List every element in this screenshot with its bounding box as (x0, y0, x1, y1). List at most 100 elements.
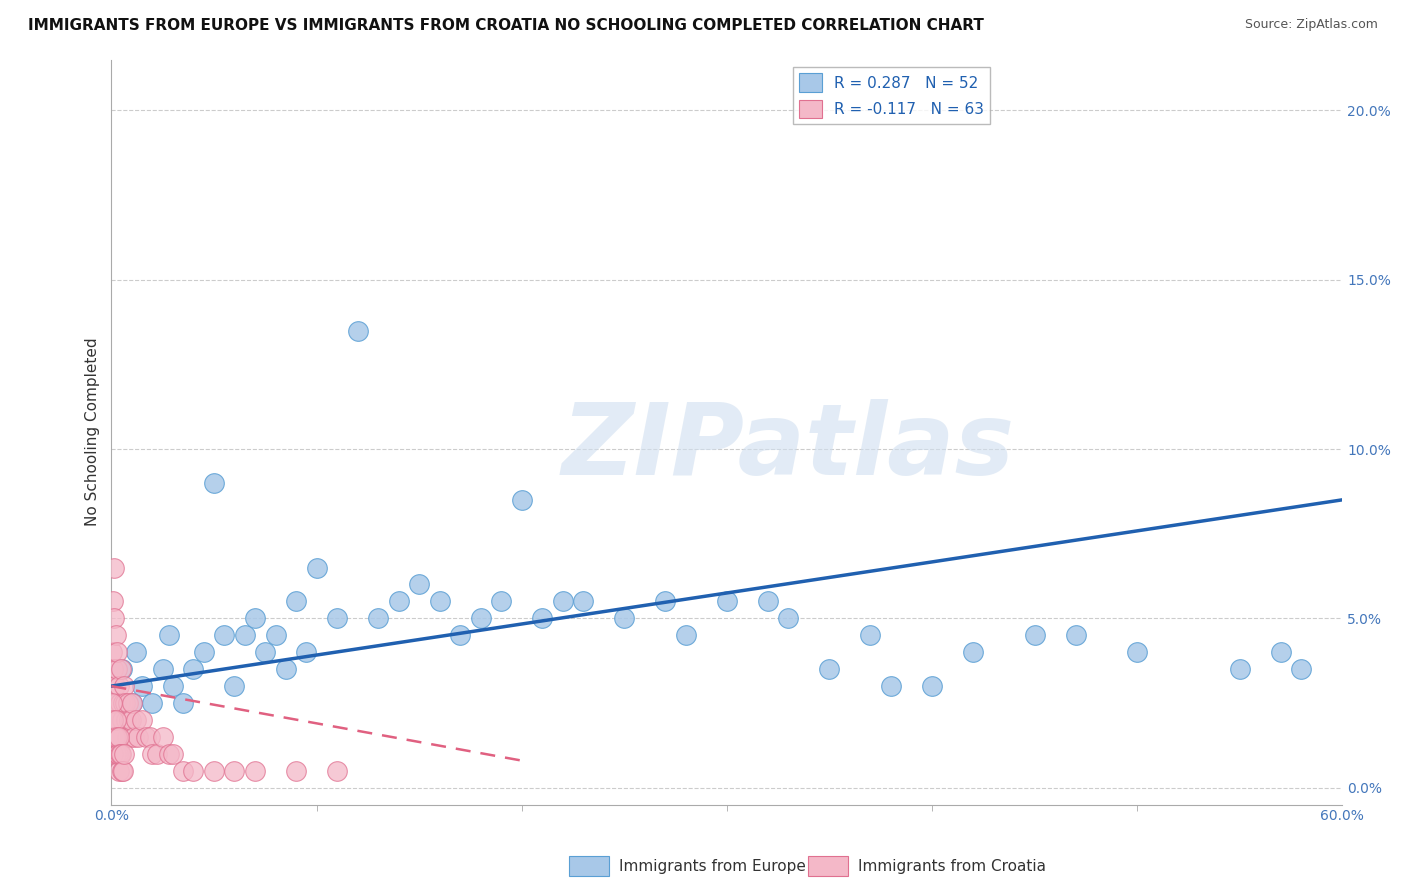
Point (212, 628, 235, 642)
Point (551, 594, 574, 608)
Point (131, 713, 153, 727)
Point (1126, 645, 1149, 659)
Point (470, 611, 492, 625)
Point (108, 747, 131, 761)
Point (118, 730, 141, 744)
Point (103, 560, 125, 574)
Point (103, 730, 125, 744)
Point (274, 662, 297, 676)
Point (1270, 645, 1292, 659)
Point (112, 764, 135, 778)
Point (654, 594, 676, 608)
Point (152, 662, 174, 676)
Point (111, 713, 134, 727)
Point (224, 764, 246, 778)
Point (103, 730, 125, 744)
Point (305, 560, 328, 574)
Point (103, 662, 125, 676)
Point (111, 764, 134, 778)
Point (367, 611, 389, 625)
Point (104, 730, 127, 744)
Point (117, 696, 139, 710)
Point (103, 611, 125, 625)
Point (224, 679, 246, 693)
Y-axis label: No Schooling Completed: No Schooling Completed (86, 338, 100, 526)
Point (449, 628, 471, 642)
Point (115, 730, 138, 744)
Point (489, 594, 512, 608)
Point (125, 645, 148, 659)
Point (1064, 628, 1087, 642)
Point (388, 594, 411, 608)
Point (818, 662, 841, 676)
Point (572, 594, 595, 608)
Text: Immigrants from Europe: Immigrants from Europe (619, 859, 806, 874)
Point (202, 475, 225, 490)
Point (880, 679, 903, 693)
Point (1229, 662, 1251, 676)
Point (243, 764, 266, 778)
Point (104, 713, 127, 727)
Point (1289, 662, 1312, 676)
Point (104, 696, 127, 710)
Point (118, 713, 141, 727)
Point (285, 764, 308, 778)
Point (131, 679, 153, 693)
Point (105, 730, 128, 744)
Point (162, 679, 184, 693)
Point (962, 645, 984, 659)
Point (162, 747, 184, 761)
Point (254, 645, 277, 659)
Point (105, 730, 128, 744)
Point (107, 764, 129, 778)
Text: Immigrants from Croatia: Immigrants from Croatia (858, 859, 1046, 874)
Point (125, 713, 148, 727)
Text: Source: ZipAtlas.com: Source: ZipAtlas.com (1244, 18, 1378, 31)
Point (346, 324, 368, 338)
Point (105, 662, 128, 676)
Point (408, 577, 430, 591)
Point (110, 662, 132, 676)
Point (101, 594, 124, 608)
Point (510, 492, 533, 507)
Point (104, 747, 127, 761)
Point (326, 611, 349, 625)
Point (108, 696, 131, 710)
Point (107, 679, 129, 693)
Text: IMMIGRANTS FROM EUROPE VS IMMIGRANTS FROM CROATIA NO SCHOOLING COMPLETED CORRELA: IMMIGRANTS FROM EUROPE VS IMMIGRANTS FRO… (28, 18, 984, 33)
Point (295, 645, 318, 659)
Point (157, 628, 180, 642)
Point (716, 594, 738, 608)
Point (921, 679, 943, 693)
Point (114, 713, 136, 727)
Point (111, 662, 134, 676)
Point (202, 764, 225, 778)
Point (122, 730, 145, 744)
Point (243, 611, 266, 625)
Point (135, 730, 157, 744)
Point (183, 764, 205, 778)
Point (114, 696, 136, 710)
Point (112, 679, 135, 693)
Point (285, 594, 308, 608)
Point (103, 747, 125, 761)
Point (139, 730, 162, 744)
Point (101, 713, 124, 727)
Point (121, 696, 143, 710)
Point (104, 679, 127, 693)
Point (233, 628, 256, 642)
Point (112, 747, 135, 761)
Point (101, 730, 124, 744)
Point (859, 628, 882, 642)
Point (193, 645, 215, 659)
Point (107, 747, 129, 761)
Point (157, 747, 180, 761)
Point (1024, 628, 1046, 642)
Point (778, 611, 800, 625)
Point (531, 611, 554, 625)
Point (326, 764, 349, 778)
Point (141, 747, 163, 761)
Text: ZIPatlas: ZIPatlas (562, 399, 1015, 496)
Point (145, 747, 167, 761)
Point (183, 662, 205, 676)
